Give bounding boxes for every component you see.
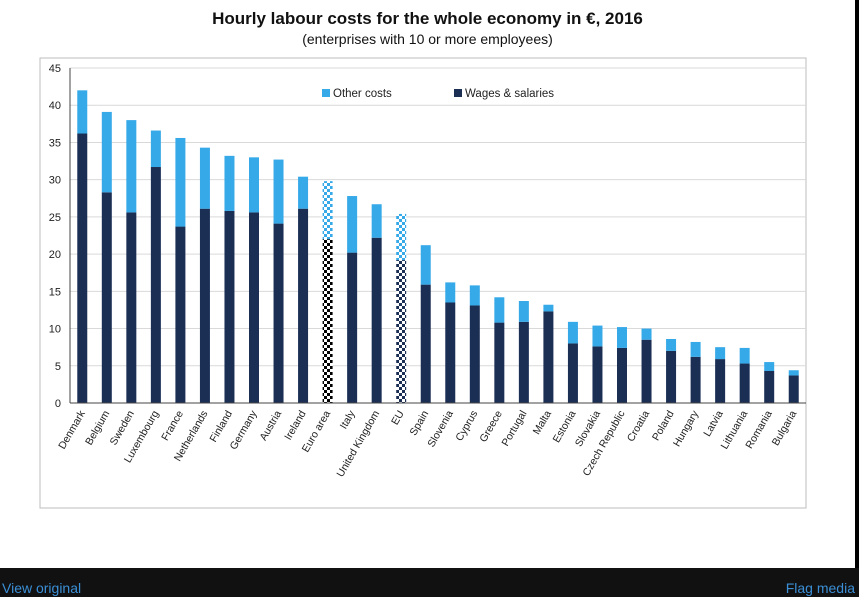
y-tick-label: 20: [49, 249, 61, 261]
bar-wages-poland: [666, 350, 677, 403]
x-tick-label: Latvia: [701, 408, 725, 438]
chart-title: Hourly labour costs for the whole econom…: [212, 9, 643, 28]
y-tick-label: 25: [49, 212, 61, 224]
bar-wages-lithuania: [739, 363, 750, 403]
bar-wages-austria: [273, 223, 284, 403]
y-tick-label: 10: [49, 324, 61, 336]
x-tick-label: Malta: [531, 408, 554, 436]
bar-other-netherlands: [199, 147, 210, 209]
legend-label-wages-salaries: Wages & salaries: [465, 88, 554, 100]
bar-wages-sweden: [126, 212, 137, 403]
bar-wages-malta: [543, 311, 554, 403]
bar-other-denmark: [77, 90, 88, 134]
bar-wages-greece: [494, 322, 505, 403]
bar-other-germany: [249, 157, 259, 213]
bar-other-malta: [543, 304, 554, 312]
bar-other-italy: [347, 196, 358, 253]
y-tick-label: 15: [49, 286, 61, 298]
bar-wages-portugal: [518, 321, 529, 403]
bar-wages-france: [175, 226, 186, 403]
plot-frame: [39, 57, 807, 509]
bar-other-slovenia: [445, 282, 456, 303]
bar-other-ireland: [298, 176, 309, 209]
bar-other-spain: [420, 245, 431, 285]
bar-other-bulgaria: [788, 370, 799, 376]
bar-other-latvia: [715, 347, 726, 360]
bar-wages-croatia: [641, 339, 652, 403]
bar-other-cyprus: [469, 285, 480, 306]
bar-other-portugal: [518, 301, 529, 322]
bar-other-sweden: [126, 120, 137, 213]
bar-other-austria: [273, 159, 284, 224]
bar-other-eu: [396, 213, 407, 261]
bar-wages-estonia: [567, 343, 578, 403]
footer-bar: [0, 568, 859, 597]
flag-media-link[interactable]: Flag media: [785, 580, 855, 596]
bar-wages-ireland: [298, 208, 309, 403]
legend-swatch-other-costs: [322, 89, 330, 97]
bar-wages-slovenia: [445, 302, 456, 403]
bar-wages-germany: [249, 212, 259, 403]
y-tick-label: 35: [49, 137, 61, 149]
x-tick-label: Ireland: [282, 408, 309, 442]
bar-other-estonia: [567, 321, 578, 344]
bar-other-luxembourg: [150, 130, 161, 168]
bar-wages-italy: [347, 252, 358, 403]
bar-other-croatia: [641, 328, 652, 340]
y-tick-label: 30: [49, 175, 61, 187]
x-tick-label: Denmark: [56, 408, 88, 452]
bar-wages-united-kingdom: [371, 237, 382, 403]
bar-wages-euro-area: [322, 239, 333, 403]
bar-wages-romania: [764, 370, 775, 403]
y-tick-label: 0: [55, 398, 61, 410]
bar-other-poland: [666, 338, 677, 351]
bar-wages-belgium: [101, 192, 112, 403]
y-tick-label: 45: [49, 63, 61, 75]
bar-wages-denmark: [77, 133, 88, 403]
bar-other-czech-republic: [617, 327, 627, 348]
bar-wages-slovakia: [592, 346, 603, 403]
bar-wages-czech-republic: [617, 347, 627, 403]
legend-swatch-wages-salaries: [454, 89, 462, 97]
bar-wages-latvia: [715, 359, 726, 403]
bar-other-romania: [764, 362, 775, 371]
bar-other-belgium: [101, 111, 112, 193]
bar-wages-spain: [420, 284, 431, 403]
bar-wages-luxembourg: [150, 167, 161, 403]
bar-other-hungary: [690, 341, 701, 357]
bar-wages-finland: [224, 210, 235, 403]
legend-label-other-costs: Other costs: [333, 88, 392, 100]
view-original-link[interactable]: View original: [2, 580, 82, 596]
x-tick-label: Austria: [257, 408, 284, 442]
x-tick-label: Italy: [338, 408, 358, 431]
y-tick-label: 40: [49, 100, 61, 112]
bar-other-slovakia: [592, 325, 603, 347]
bar-other-lithuania: [739, 347, 750, 364]
x-tick-label: Croatia: [625, 408, 652, 443]
bar-wages-cyprus: [469, 305, 480, 403]
bar-other-united-kingdom: [371, 204, 382, 238]
bar-wages-bulgaria: [788, 375, 799, 403]
bar-wages-netherlands: [199, 208, 210, 403]
bar-other-finland: [224, 155, 235, 211]
y-tick-label: 5: [55, 361, 61, 373]
bar-other-greece: [494, 297, 505, 323]
x-tick-label: EU: [389, 409, 407, 428]
bar-wages-hungary: [690, 356, 701, 403]
x-tick-label: Spain: [408, 408, 432, 437]
bar-other-euro-area: [322, 181, 333, 240]
chart-subtitle: (enterprises with 10 or more employees): [302, 31, 553, 47]
x-tick-label: Poland: [650, 408, 677, 442]
x-tick-label: France: [159, 408, 186, 442]
bar-other-france: [175, 137, 186, 227]
bar-wages-eu: [396, 260, 407, 403]
chart-panel: Hourly labour costs for the whole econom…: [0, 0, 855, 568]
